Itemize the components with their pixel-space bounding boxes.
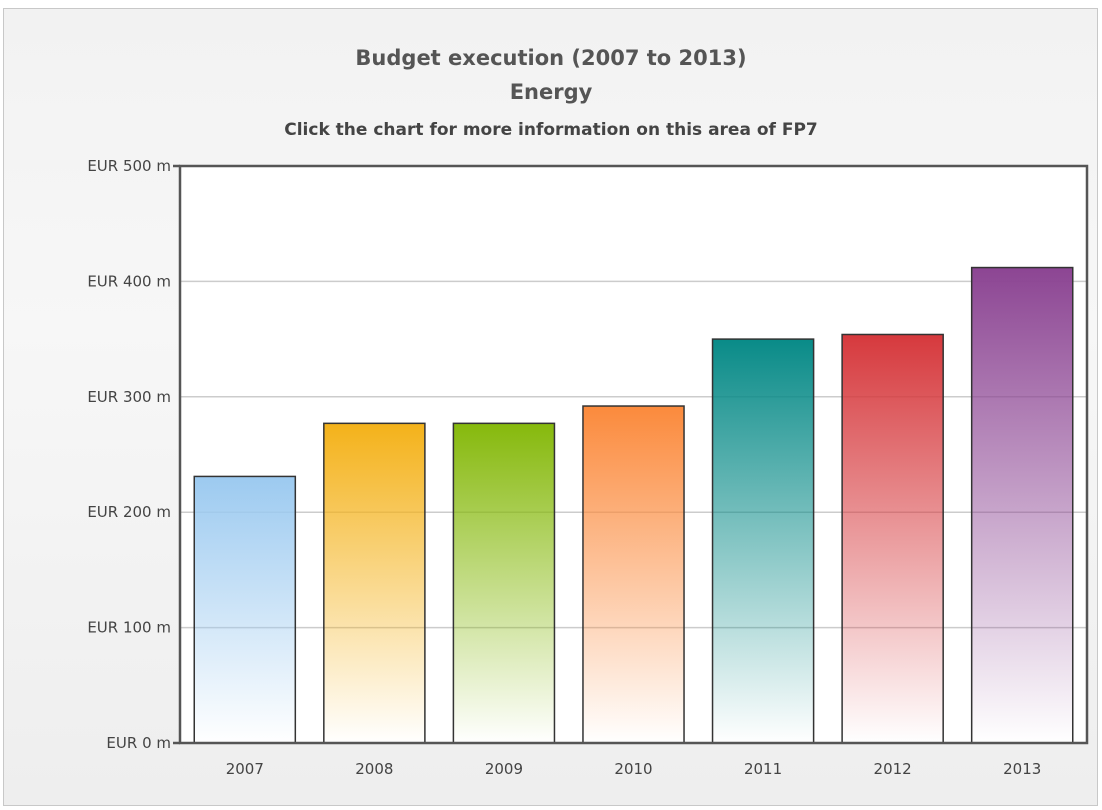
bar-2011[interactable] — [711, 338, 815, 744]
y-tick-label: EUR 100 m — [87, 619, 171, 637]
chart-title: Budget execution (2007 to 2013) — [355, 46, 747, 70]
bar-2010[interactable] — [582, 405, 685, 744]
y-tick-label: EUR 0 m — [106, 734, 171, 752]
y-tick-label: EUR 300 m — [87, 388, 171, 406]
y-tick-label: EUR 400 m — [87, 272, 171, 290]
chart-note[interactable]: Click the chart for more information on … — [284, 120, 818, 140]
bar-2012[interactable] — [841, 333, 944, 744]
x-tick-label: 2009 — [485, 760, 523, 778]
x-tick-label: 2007 — [226, 760, 264, 778]
x-tick-label: 2008 — [355, 760, 393, 778]
chart-subtitle: Energy — [509, 80, 593, 104]
bar-2013[interactable] — [970, 266, 1074, 744]
bar-2007[interactable] — [193, 475, 297, 744]
y-tick-label: EUR 200 m — [87, 503, 171, 521]
x-axis-tick-labels: 2007 2008 2009 2010 2011 2012 2013 — [226, 760, 1042, 778]
bar-2009[interactable] — [452, 422, 556, 744]
x-tick-label: 2012 — [874, 760, 912, 778]
axes — [173, 164, 1089, 745]
bars[interactable] — [193, 266, 1074, 744]
x-tick-label: 2010 — [614, 760, 652, 778]
x-tick-label: 2011 — [744, 760, 782, 778]
bar-2008[interactable] — [323, 422, 426, 744]
y-tick-label: EUR 500 m — [87, 157, 171, 175]
y-axis-tick-labels: EUR 0 m EUR 100 m EUR 200 m EUR 300 m EUR 40… — [87, 157, 171, 752]
plot-border — [178, 164, 1089, 745]
x-tick-label: 2013 — [1003, 760, 1041, 778]
